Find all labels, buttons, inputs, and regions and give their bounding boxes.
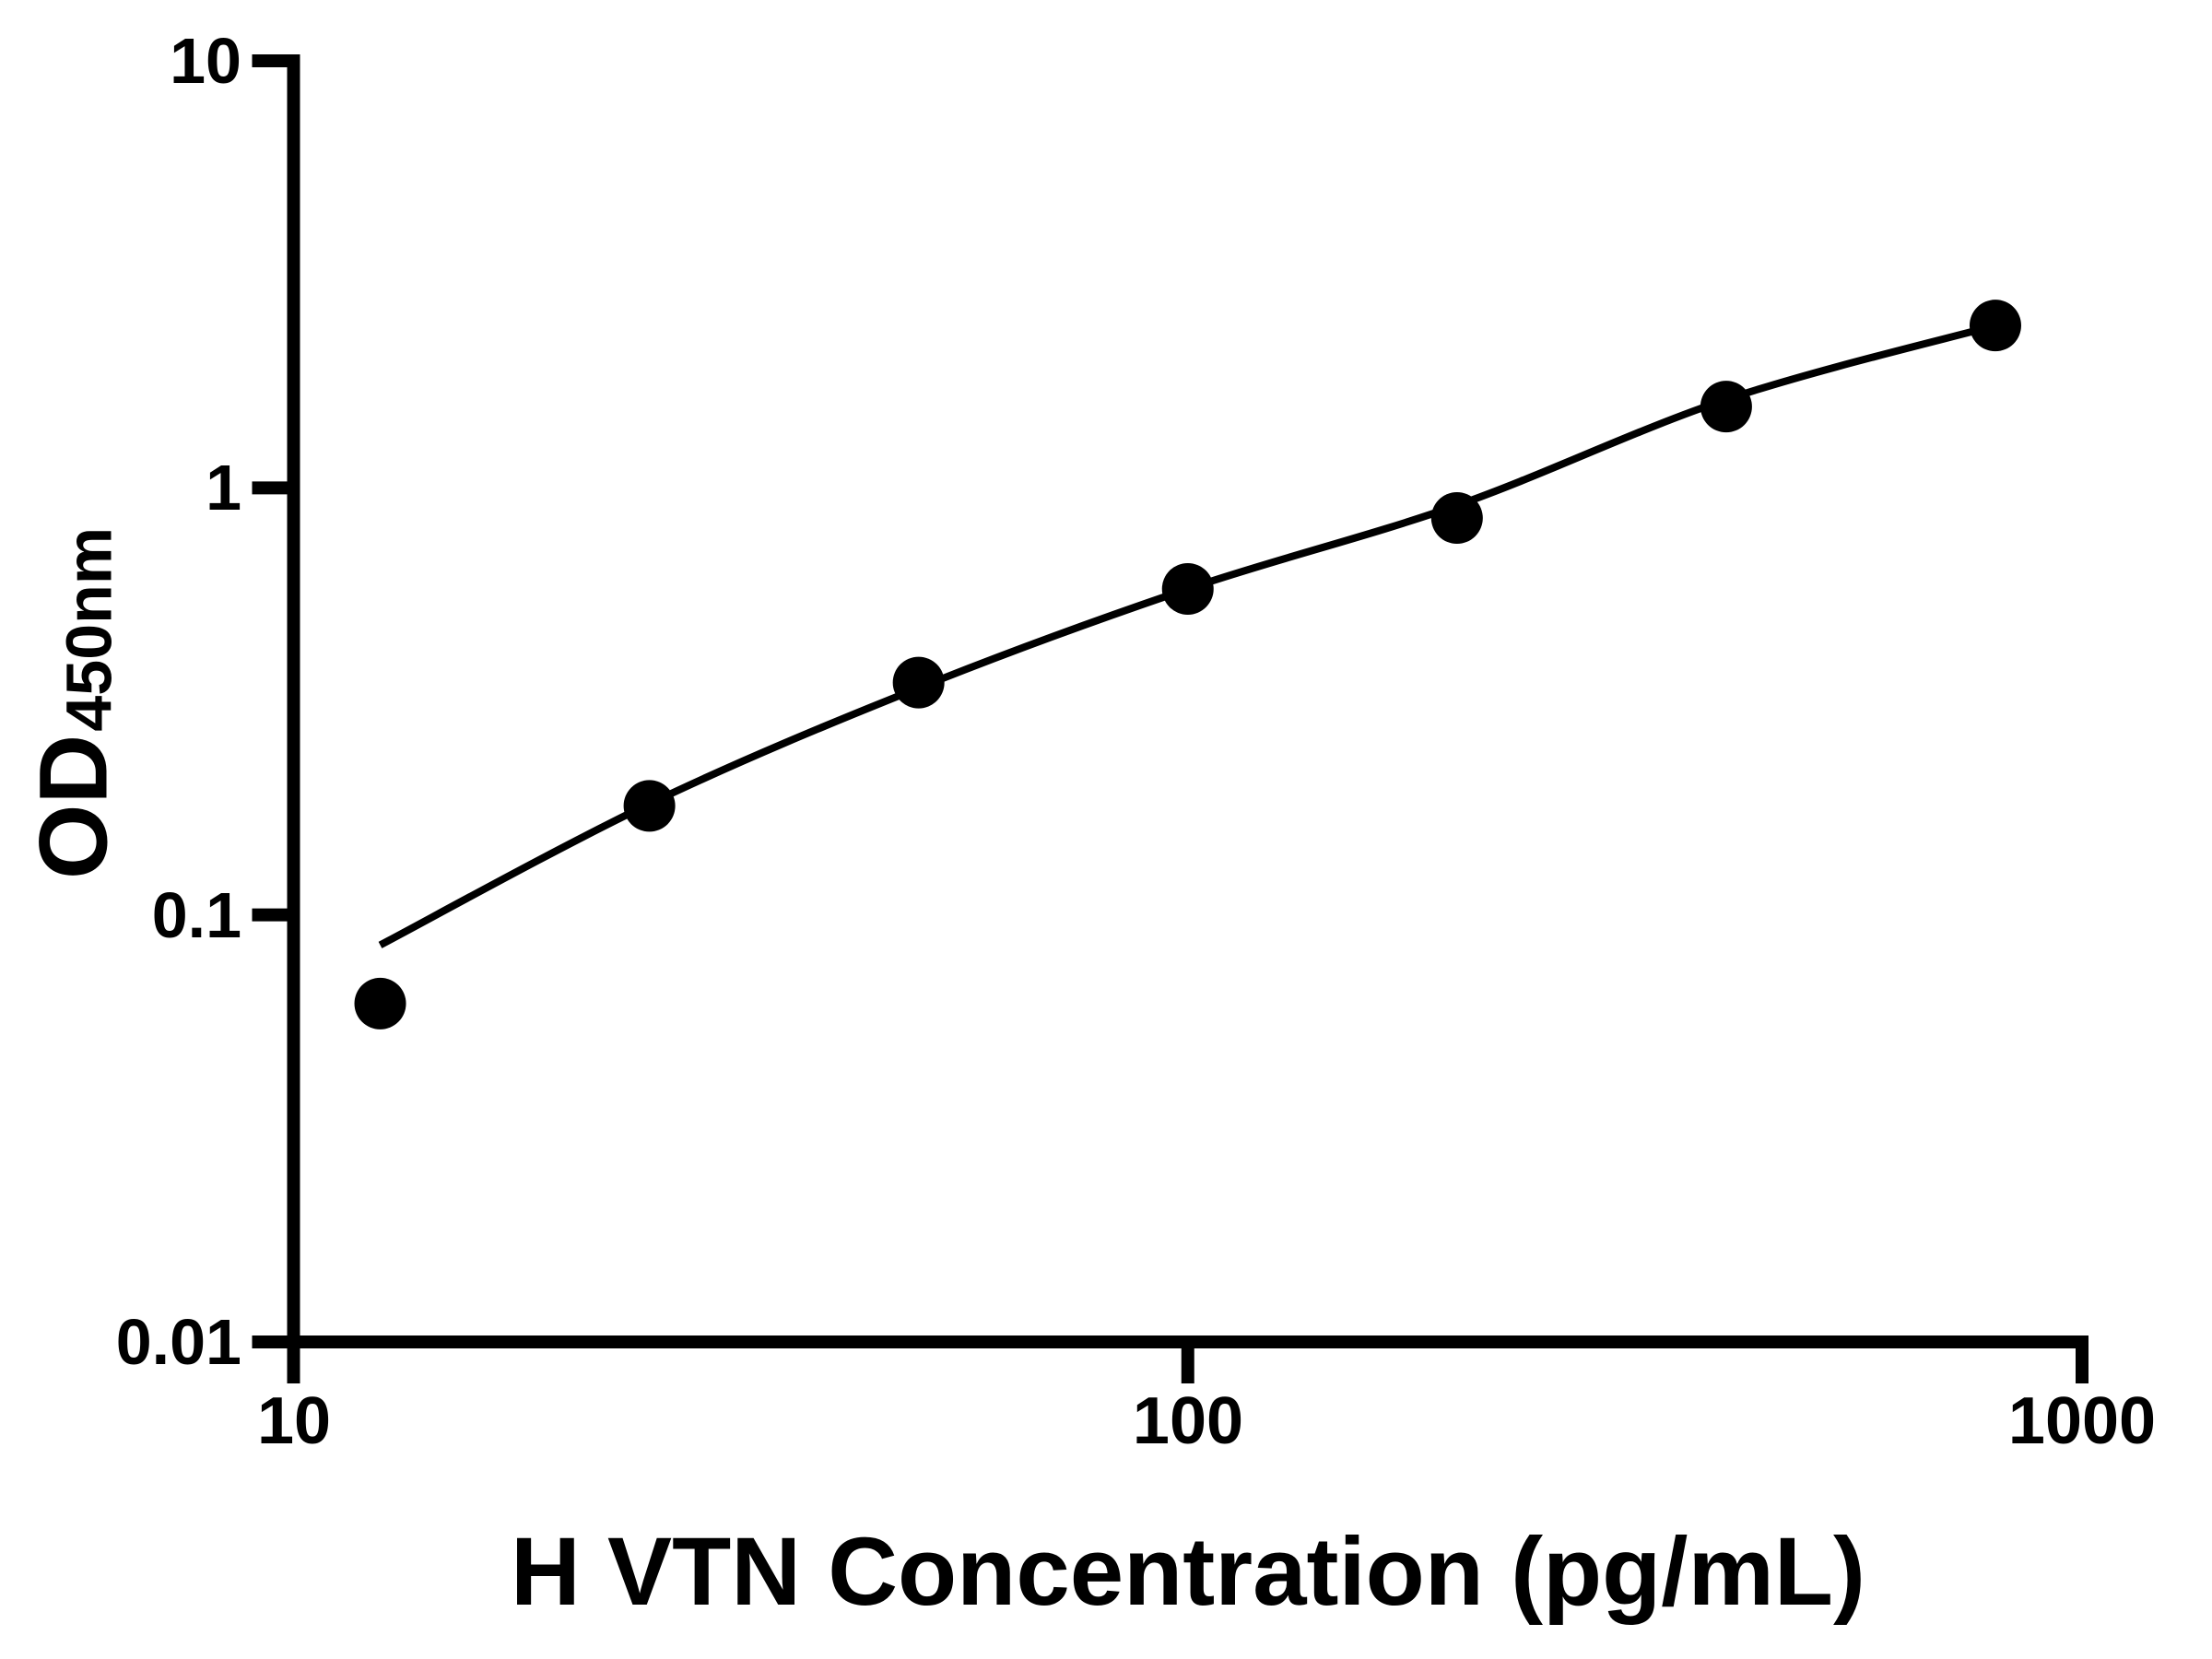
data-point-marker: [623, 780, 676, 832]
x-tick-label-100: 100: [1132, 1384, 1244, 1458]
data-point-marker: [354, 977, 406, 1030]
x-tick-label-10: 10: [256, 1384, 332, 1458]
y-tick-label-0.1: 0.1: [151, 879, 241, 951]
data-point-marker: [1700, 381, 1752, 433]
y-axis-title-main: OD: [19, 734, 128, 880]
y-axis-title-subscript: 450nm: [53, 526, 125, 732]
data-point-marker: [1969, 300, 2021, 352]
x-tick-label-1000: 1000: [2007, 1384, 2157, 1458]
y-axis-title: OD450nm: [20, 526, 128, 879]
fit-curve-line: [378, 322, 1997, 948]
y-tick-label-10: 10: [170, 25, 241, 97]
x-axis-title: H VTN Concentration (pg/mL): [511, 1518, 1865, 1626]
y-tick-label-1: 1: [206, 452, 241, 524]
data-point-marker: [1430, 492, 1483, 545]
data-point-marker: [1161, 562, 1214, 615]
y-tick-label-0.01: 0.01: [115, 1306, 241, 1378]
data-point-marker: [892, 656, 945, 709]
